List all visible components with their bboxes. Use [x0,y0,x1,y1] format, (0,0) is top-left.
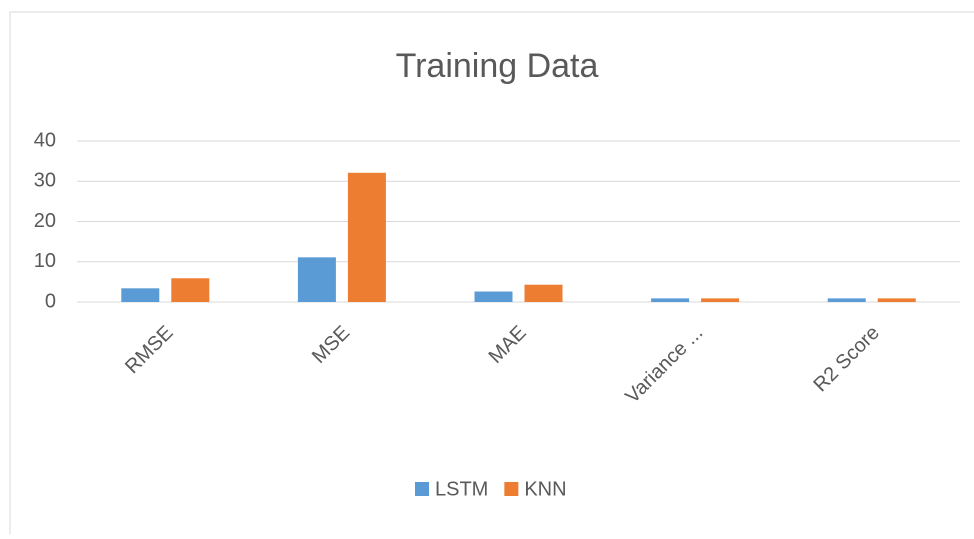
bar [474,291,513,302]
legend-swatch [415,482,429,496]
bar [827,298,866,302]
bar [347,172,386,302]
bar [524,284,563,302]
legend-swatch [504,482,519,496]
legend-label: LSTM [435,478,488,500]
bar [297,257,336,302]
bar [651,298,690,302]
y-tick-label: 30 [34,170,56,192]
bar [171,278,210,302]
bar [121,288,160,302]
bar [877,298,916,302]
legend-label: KNN [524,478,566,500]
bar [701,298,740,302]
y-tick-label: 10 [34,250,56,272]
chart-title: Training Data [396,47,599,85]
y-tick-label: 0 [45,290,56,312]
y-tick-label: 20 [34,210,56,232]
chart-frame [9,11,974,539]
y-tick-label: 40 [34,129,56,151]
